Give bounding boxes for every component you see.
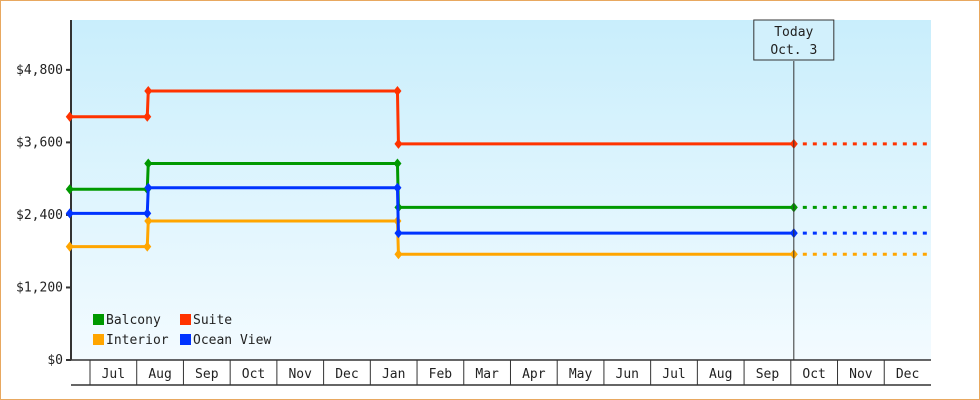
data-point-interior <box>144 215 153 226</box>
data-point-suite <box>393 86 402 97</box>
series-line-balcony <box>69 162 794 209</box>
data-point-suite <box>394 138 403 149</box>
plot-area <box>71 20 931 360</box>
legend-swatch <box>180 314 191 325</box>
y-tick-label: $3,600 <box>16 135 63 150</box>
series-line-interior <box>69 219 794 256</box>
y-tick-label: $1,200 <box>16 280 63 295</box>
legend-label: Suite <box>193 313 232 328</box>
x-tick-label: Oct <box>802 367 825 382</box>
x-tick-label: Dec <box>335 367 358 382</box>
data-point-interior <box>394 249 403 260</box>
x-tick-label: Feb <box>429 367 453 382</box>
data-point-ocean-view <box>393 182 402 193</box>
data-point-ocean-view <box>144 182 153 193</box>
today-label: Today <box>774 25 813 40</box>
x-tick-label: Oct <box>242 367 265 382</box>
series-line-ocean-view <box>69 186 794 235</box>
legend-label: Interior <box>106 333 169 348</box>
x-tick-label: Dec <box>896 367 919 382</box>
legend-swatch <box>93 314 104 325</box>
today-label-box <box>753 19 835 61</box>
series-line-suite <box>69 89 794 146</box>
x-tick-label: Jul <box>662 367 685 382</box>
x-tick-label: Jan <box>382 367 405 382</box>
x-tick-label: Sep <box>195 367 219 382</box>
data-point-interior <box>65 241 74 252</box>
data-point-balcony <box>144 158 153 169</box>
x-tick-label: May <box>569 367 593 382</box>
data-point-ocean-view <box>65 208 74 219</box>
x-tick-label: Sep <box>756 367 780 382</box>
x-tick-label: Nov <box>849 367 873 382</box>
data-point-balcony <box>393 158 402 169</box>
data-point-balcony <box>65 184 74 195</box>
y-tick-label: $2,400 <box>16 208 63 223</box>
data-point-suite <box>65 111 74 122</box>
data-point-suite <box>144 86 153 97</box>
legend-label: Ocean View <box>193 333 271 348</box>
y-tick-label: $0 <box>47 353 63 368</box>
data-point-interior <box>143 241 152 252</box>
x-tick-label: Jun <box>616 367 639 382</box>
x-tick-label: Mar <box>475 367 499 382</box>
legend-swatch <box>93 334 104 345</box>
x-tick-label: Aug <box>709 367 732 382</box>
data-point-ocean-view <box>394 228 403 239</box>
legend-swatch <box>180 334 191 345</box>
x-tick-label: Apr <box>522 367 546 382</box>
data-point-ocean-view <box>143 208 152 219</box>
data-point-suite <box>143 111 152 122</box>
x-tick-label: Aug <box>148 367 171 382</box>
y-tick-label: $4,800 <box>16 63 63 78</box>
x-tick-label: Nov <box>288 367 312 382</box>
x-tick-label: Jul <box>102 367 125 382</box>
legend-label: Balcony <box>106 313 161 328</box>
today-date-label: Oct. 3 <box>770 43 817 58</box>
